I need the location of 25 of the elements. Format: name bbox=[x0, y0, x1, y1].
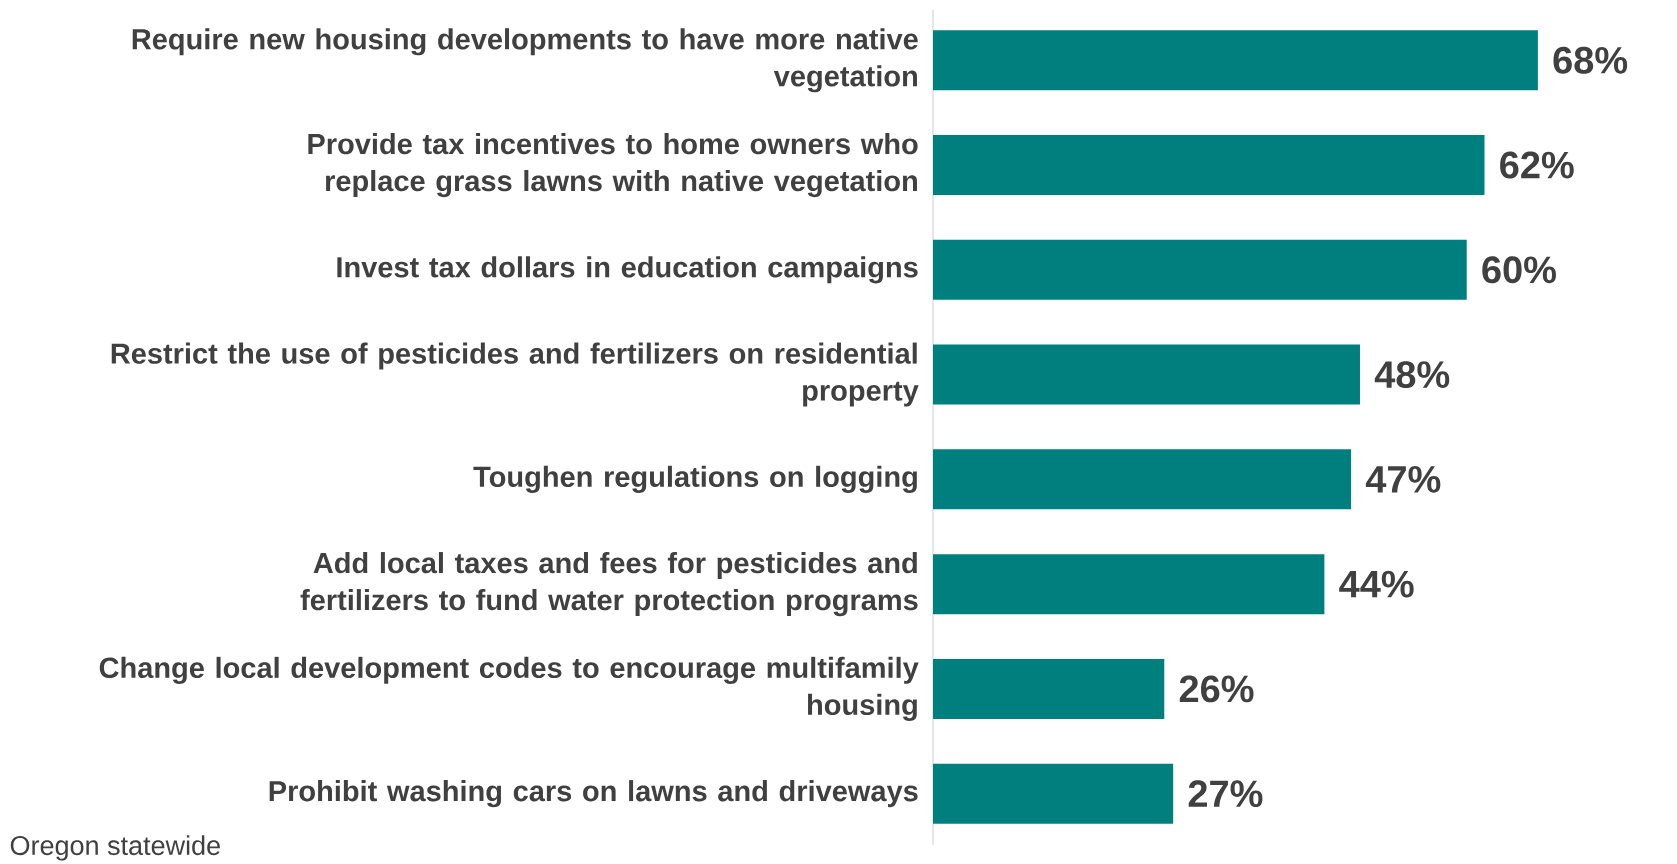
y-tick-label: Add local taxes and fees for pesticides and fertilizers to fund water protection programs bbox=[300, 552, 918, 617]
y-tick-label: Restrict the use of pesticides and fertilizers on residential property bbox=[111, 342, 919, 407]
data-label: 27% bbox=[1188, 780, 1263, 808]
data-label: 60% bbox=[1482, 256, 1556, 284]
bar bbox=[933, 449, 1352, 510]
bar bbox=[933, 554, 1325, 615]
bar bbox=[933, 658, 1165, 719]
y-tick-label: Prohibit washing cars on lawns and driveways bbox=[269, 780, 918, 808]
y-tick-label: Invest tax dollars in education campaigns bbox=[337, 256, 918, 284]
data-label: 47% bbox=[1365, 465, 1441, 493]
data-label: 62% bbox=[1500, 151, 1574, 179]
y-tick-label: Provide tax incentives to home owners who replace grass lawns with native vegetation bbox=[308, 132, 918, 198]
y-tick-label: Require new housing developments to have more native vegetation bbox=[132, 28, 918, 93]
bar bbox=[933, 30, 1538, 91]
bar bbox=[933, 763, 1174, 824]
bar bbox=[933, 135, 1485, 196]
y-tick-label: Change local development codes to encourage multifamily housing bbox=[99, 656, 919, 721]
data-label: 68% bbox=[1553, 46, 1628, 74]
y-tick-label: Toughen regulations on logging bbox=[473, 465, 917, 493]
data-label: 44% bbox=[1339, 570, 1414, 598]
bar bbox=[933, 344, 1360, 405]
data-label: 48% bbox=[1374, 361, 1450, 389]
data-label: 26% bbox=[1179, 675, 1254, 703]
bar bbox=[933, 239, 1467, 300]
text: Oregon statewide bbox=[10, 835, 220, 861]
